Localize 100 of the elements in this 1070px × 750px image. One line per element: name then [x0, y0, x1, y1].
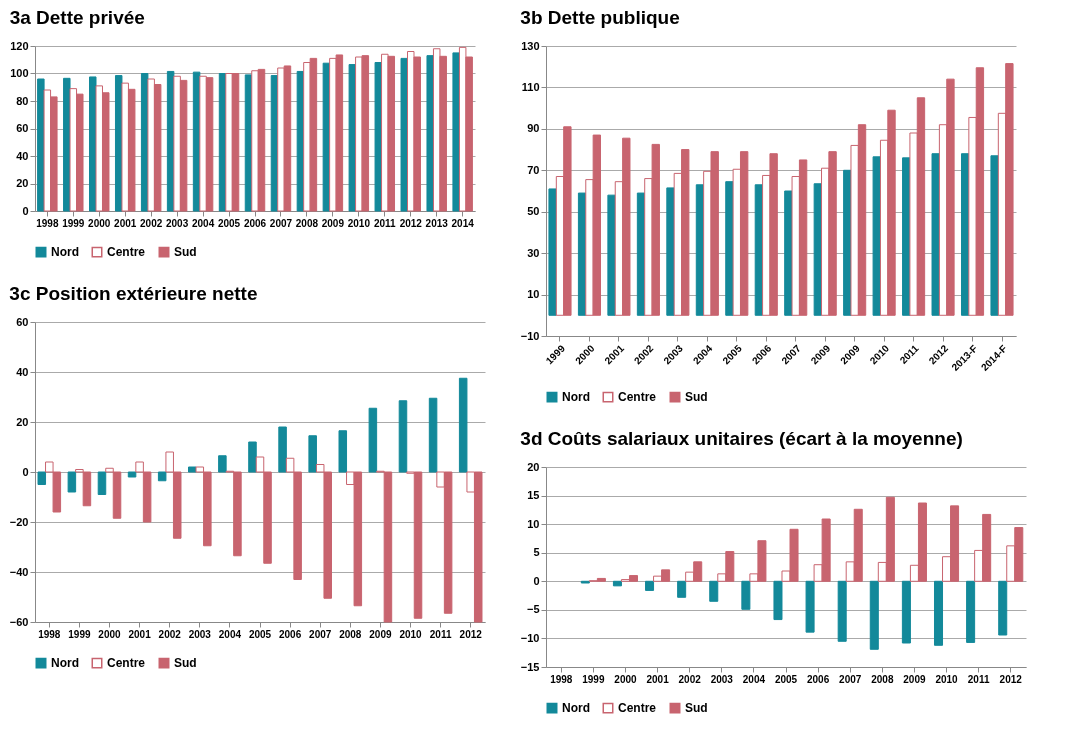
x-tick-label: 2014: [451, 217, 475, 229]
y-tick-label: 0: [22, 204, 29, 217]
x-tick-label: 1999: [62, 217, 85, 229]
y-tick-label: 70: [527, 163, 540, 176]
x-tick-label: 2002: [158, 628, 182, 640]
bar: [607, 194, 616, 316]
x-tick-label: 2002: [678, 673, 702, 685]
y-tick-label: −10: [520, 631, 540, 644]
y-tick-label: 30: [527, 246, 540, 259]
y-tick-label: −15: [520, 660, 540, 673]
y-tick-label: 130: [521, 39, 540, 52]
y-tick-label: 110: [521, 80, 540, 93]
legend-label: Centre: [107, 245, 146, 260]
x-tick-label: 2012: [459, 628, 483, 640]
x-tick-label: 2003: [166, 217, 189, 229]
x-tick-label: 2009: [903, 673, 926, 685]
bar: [773, 580, 783, 621]
x-tick-label: 2004: [742, 673, 766, 685]
legend-label: Centre: [618, 390, 657, 405]
x-tick-label: 1998: [550, 673, 573, 685]
bar: [308, 435, 317, 473]
legend-label: Centre: [107, 656, 146, 671]
x-tick-label: 2010: [935, 673, 959, 685]
legend-label: Sud: [174, 245, 197, 260]
bar: [645, 580, 655, 591]
bar: [368, 407, 378, 473]
y-tick-label: 10: [527, 517, 540, 530]
x-tick-label: 2002: [140, 217, 163, 229]
x-tick-label: 1998: [36, 217, 59, 229]
legend-label: Sud: [685, 701, 708, 716]
x-tick-label: 2012: [999, 673, 1023, 685]
x-tick-label: 1999: [68, 628, 91, 640]
bar: [548, 188, 557, 316]
bar: [458, 377, 468, 473]
y-tick-label: 20: [16, 415, 29, 428]
bar: [998, 580, 1008, 636]
legend-label: Sud: [685, 390, 708, 405]
y-tick-label: 15: [527, 489, 540, 502]
x-tick-label: 2010: [347, 217, 371, 229]
bar: [348, 64, 357, 212]
bar: [218, 455, 227, 473]
x-tick-label: 2009: [321, 217, 345, 229]
x-tick-label: 1999: [582, 673, 605, 685]
x-tick-label: 1998: [38, 628, 61, 640]
y-tick-label: 5: [533, 546, 540, 559]
x-tick-label: 2008: [295, 217, 319, 229]
bar: [322, 62, 331, 212]
bar: [677, 580, 687, 598]
x-tick-label: 2006: [806, 673, 830, 685]
legend-label: Nord: [562, 701, 590, 716]
x-tick-label: 2011: [967, 673, 990, 685]
x-tick-label: 2004: [191, 217, 215, 229]
y-tick-label: 100: [10, 67, 29, 79]
x-tick-label: 2008: [339, 628, 362, 640]
x-tick-label: 2003: [188, 628, 212, 640]
x-tick-label: 2004: [218, 628, 242, 640]
legend-label: Centre: [618, 701, 657, 716]
bar: [931, 153, 940, 316]
x-tick-label: 2001: [646, 673, 670, 685]
x-tick-label: 2001: [128, 628, 152, 640]
chart-title: 3c Position extérieure nette: [9, 283, 258, 304]
bar: [452, 52, 460, 212]
y-tick-label: −10: [520, 329, 540, 342]
bar: [428, 397, 438, 473]
x-tick-label: 2000: [98, 628, 122, 640]
y-tick-label: 40: [16, 365, 29, 378]
y-tick-label: −60: [9, 615, 29, 628]
x-tick-label: 2011: [429, 628, 452, 640]
bar: [872, 156, 881, 316]
bar: [398, 400, 408, 473]
bar: [67, 471, 77, 493]
bar: [37, 471, 47, 485]
x-tick-label: 2010: [399, 628, 423, 640]
bar: [612, 580, 622, 587]
y-tick-label: 80: [16, 94, 29, 107]
x-tick-label: 2005: [248, 628, 272, 640]
x-tick-label: 2003: [710, 673, 734, 685]
bar: [869, 580, 879, 650]
bar: [966, 580, 976, 643]
x-tick-label: 2006: [278, 628, 302, 640]
x-tick-label: 2011: [373, 217, 397, 229]
bar: [709, 580, 719, 602]
bar: [157, 471, 167, 482]
chart-title: 3a Dette privée: [9, 7, 145, 28]
y-tick-label: 10: [527, 288, 540, 301]
bar: [97, 471, 107, 495]
bar: [741, 580, 751, 610]
x-tick-label: 2000: [614, 673, 638, 685]
bar: [374, 62, 383, 212]
y-tick-label: 0: [533, 574, 540, 587]
y-tick-label: −5: [526, 603, 540, 616]
legend-label: Nord: [51, 656, 79, 671]
bar: [805, 580, 815, 633]
x-tick-label: 2007: [269, 217, 293, 229]
x-tick-label: 2005: [217, 217, 241, 229]
y-tick-label: 60: [16, 122, 29, 134]
x-tick-label: 2008: [871, 673, 894, 685]
legend-label: Nord: [51, 245, 79, 260]
x-tick-label: 2009: [369, 628, 392, 640]
bar: [901, 580, 911, 644]
